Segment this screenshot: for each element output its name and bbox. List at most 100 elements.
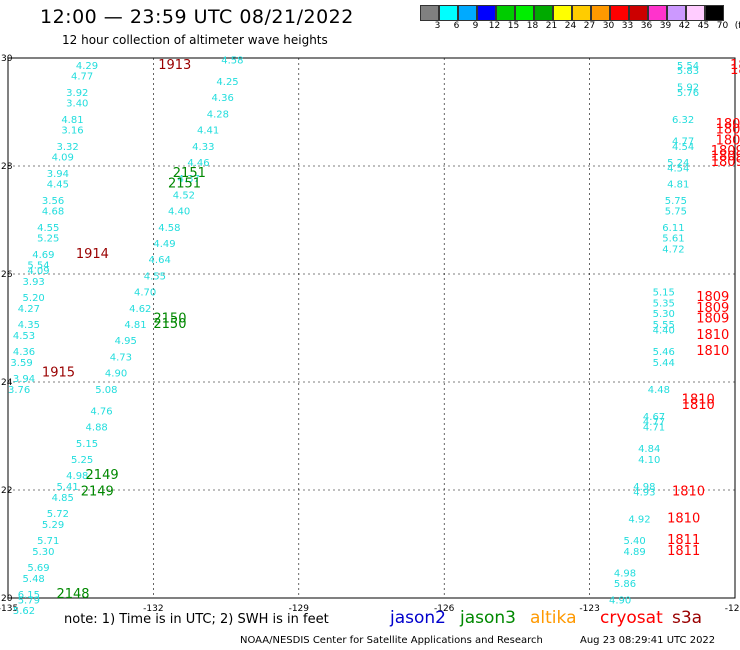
swh-value: 4.40 bbox=[653, 325, 675, 336]
swh-value: 4.88 bbox=[86, 423, 108, 434]
swh-value: 4.53 bbox=[13, 331, 35, 342]
swh-value: 5.30 bbox=[32, 547, 54, 558]
pass-time-label: 1915 bbox=[42, 366, 75, 381]
swh-value: 4.33 bbox=[192, 142, 214, 153]
swh-value: 5.35 bbox=[653, 298, 675, 309]
swh-value: 5.83 bbox=[677, 66, 699, 77]
swh-value: 4.27 bbox=[18, 304, 40, 315]
swh-value: 5.48 bbox=[23, 574, 45, 585]
swh-value: 5.76 bbox=[677, 88, 699, 99]
swh-value: 4.69 bbox=[32, 250, 54, 261]
swh-value: 6.32 bbox=[672, 115, 694, 126]
swh-value: 5.15 bbox=[76, 439, 98, 450]
swh-value: 4.92 bbox=[628, 514, 650, 525]
swh-value: 5.41 bbox=[56, 482, 78, 493]
legend-jason2: jason2 bbox=[390, 608, 446, 628]
swh-value: 4.09 bbox=[27, 266, 49, 277]
swh-value: 5.44 bbox=[653, 358, 675, 369]
swh-value: 3.93 bbox=[23, 277, 45, 288]
swh-value: 4.64 bbox=[149, 255, 171, 266]
swh-value: 5.69 bbox=[27, 563, 49, 574]
swh-value: 5.79 bbox=[18, 595, 40, 606]
swh-value: 5.29 bbox=[42, 520, 64, 531]
swh-value: 4.62 bbox=[129, 304, 151, 315]
swh-value: 4.55 bbox=[37, 223, 59, 234]
swh-value: 5.61 bbox=[662, 234, 684, 245]
credit-line: NOAA/NESDIS Center for Satellite Applica… bbox=[240, 635, 543, 646]
swh-value: 3.59 bbox=[10, 358, 32, 369]
swh-value: 5.25 bbox=[37, 234, 59, 245]
pass-time-label: 1810 bbox=[696, 328, 729, 343]
swh-value: 3.40 bbox=[66, 99, 88, 110]
swh-value: 5.15 bbox=[653, 288, 675, 299]
swh-value: 4.49 bbox=[153, 239, 175, 250]
swh-value: 4.55 bbox=[144, 271, 166, 282]
pass-time-label: 1809 bbox=[711, 155, 740, 170]
pass-time-label: 1811 bbox=[667, 544, 700, 559]
swh-value: 3.56 bbox=[42, 196, 64, 207]
swh-value: 5.72 bbox=[47, 509, 69, 520]
swh-value: 4.28 bbox=[207, 109, 229, 120]
swh-value: 4.95 bbox=[115, 336, 137, 347]
swh-value: 5.25 bbox=[71, 455, 93, 466]
swh-value: 4.52 bbox=[173, 190, 195, 201]
pass-time-label: 1809 bbox=[730, 63, 740, 78]
pass-time-label: 2149 bbox=[86, 468, 119, 483]
legend-jason3: jason3 bbox=[460, 608, 516, 628]
swh-value: 3.94 bbox=[13, 374, 35, 385]
swh-value: 5.62 bbox=[13, 606, 35, 617]
swh-value: 4.76 bbox=[90, 406, 112, 417]
swh-value: 3.32 bbox=[56, 142, 78, 153]
lat-tick-label: 26 bbox=[1, 270, 13, 280]
swh-value: 4.58 bbox=[221, 55, 243, 66]
pass-time-label: 1810 bbox=[672, 484, 705, 499]
generated-timestamp: Aug 23 08:29:41 UTC 2022 bbox=[580, 635, 715, 646]
swh-value: 5.46 bbox=[653, 347, 675, 358]
swh-value: 5.86 bbox=[614, 579, 636, 590]
pass-time-label: 1810 bbox=[667, 511, 700, 526]
axis-ticks: -135-132-129-126-123-120302826242220 bbox=[0, 54, 740, 614]
map-border bbox=[8, 58, 735, 598]
swh-value: 4.25 bbox=[216, 77, 238, 88]
swh-value: 4.85 bbox=[52, 493, 74, 504]
swh-value: 4.40 bbox=[168, 207, 190, 218]
lat-tick-label: 20 bbox=[1, 594, 13, 604]
swh-value: 4.36 bbox=[212, 93, 234, 104]
swh-value: 4.73 bbox=[110, 352, 132, 363]
lat-tick-label: 28 bbox=[1, 162, 13, 172]
lat-tick-label: 30 bbox=[1, 54, 13, 64]
lon-tick-label: -120 bbox=[725, 604, 740, 614]
swh-value: 4.84 bbox=[638, 444, 660, 455]
swh-value: 4.90 bbox=[609, 595, 631, 606]
swh-value: 5.30 bbox=[653, 309, 675, 320]
pass-time-label: 1810 bbox=[696, 344, 729, 359]
swh-value: 4.54 bbox=[672, 142, 694, 153]
lat-tick-label: 22 bbox=[1, 486, 12, 496]
swh-value: 4.68 bbox=[42, 207, 64, 218]
pass-time-label: 1810 bbox=[682, 398, 715, 413]
swh-value: 3.16 bbox=[61, 126, 83, 137]
swh-value: 4.70 bbox=[134, 288, 156, 299]
swh-value: 4.29 bbox=[76, 61, 98, 72]
pass-time-label: 2150 bbox=[153, 317, 186, 332]
swh-value: 5.75 bbox=[665, 207, 687, 218]
satellite-tracks: 4.294.773.923.404.813.163.324.093.944.45… bbox=[8, 55, 699, 617]
swh-value: 4.41 bbox=[197, 126, 219, 137]
swh-value: 6.11 bbox=[662, 223, 684, 234]
swh-value: 4.36 bbox=[13, 347, 35, 358]
swh-value: 4.81 bbox=[667, 180, 689, 191]
swh-value: 4.48 bbox=[648, 385, 670, 396]
map-frame bbox=[8, 58, 735, 598]
swh-value: 4.98 bbox=[614, 568, 636, 579]
legend-s3a: s3a bbox=[672, 608, 702, 628]
swh-value: 5.08 bbox=[95, 385, 117, 396]
swh-value: 4.81 bbox=[61, 115, 83, 126]
swh-value: 5.71 bbox=[37, 536, 59, 547]
swh-value: 4.58 bbox=[158, 223, 180, 234]
swh-value: 4.71 bbox=[643, 423, 665, 434]
swh-value: 4.90 bbox=[105, 369, 127, 380]
swh-value: 3.92 bbox=[66, 88, 88, 99]
lon-tick-label: -123 bbox=[579, 604, 599, 614]
swh-value: 4.89 bbox=[624, 547, 646, 558]
pass-time-label: 1913 bbox=[158, 58, 191, 73]
